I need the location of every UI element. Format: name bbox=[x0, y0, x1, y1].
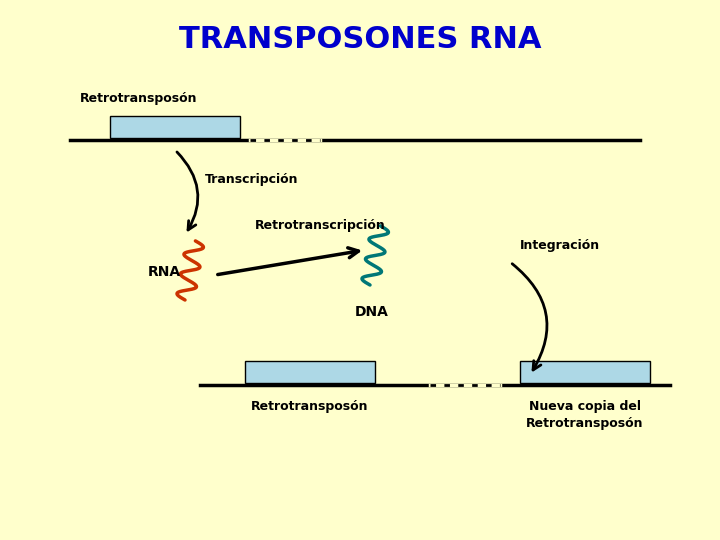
Bar bbox=[110, 116, 240, 138]
Text: Integración: Integración bbox=[520, 239, 600, 252]
Text: DNA: DNA bbox=[355, 305, 389, 319]
Text: Retrotransposón: Retrotransposón bbox=[80, 92, 197, 105]
Bar bbox=[520, 361, 650, 383]
Text: Nueva copia del
Retrotransposón: Nueva copia del Retrotransposón bbox=[526, 400, 644, 430]
Bar bbox=[245, 361, 375, 383]
Text: Retrotransposón: Retrotransposón bbox=[251, 400, 369, 413]
Text: RNA: RNA bbox=[148, 265, 181, 279]
Text: Transcripción: Transcripción bbox=[205, 173, 299, 186]
Text: Retrotranscripción: Retrotranscripción bbox=[255, 219, 386, 232]
Text: TRANSPOSONES RNA: TRANSPOSONES RNA bbox=[179, 25, 541, 55]
